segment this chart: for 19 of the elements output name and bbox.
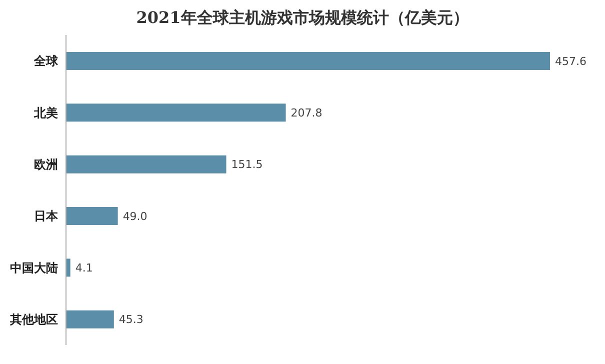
bar <box>66 207 118 225</box>
data-label: 207.8 <box>290 106 322 120</box>
y-tick-label: 欧洲 <box>34 157 58 172</box>
data-label: 4.1 <box>75 262 93 275</box>
chart-title: 2021年全球主机游戏市场规模统计（亿美元） <box>135 8 470 29</box>
data-label: 151.5 <box>231 158 263 172</box>
bar <box>66 310 114 328</box>
y-tick-label: 日本 <box>34 209 59 224</box>
y-tick-label: 其他地区 <box>9 312 58 326</box>
y-tick-label: 中国大陆 <box>10 260 58 275</box>
data-label: 457.6 <box>555 54 586 68</box>
bar <box>66 104 286 122</box>
data-label: 49.0 <box>122 210 148 223</box>
y-tick-label: 北美 <box>33 106 58 120</box>
y-tick-label: 全球 <box>33 54 59 68</box>
bar <box>66 52 550 70</box>
bar <box>66 258 70 277</box>
data-label: 45.3 <box>118 313 144 326</box>
bar <box>66 155 226 174</box>
